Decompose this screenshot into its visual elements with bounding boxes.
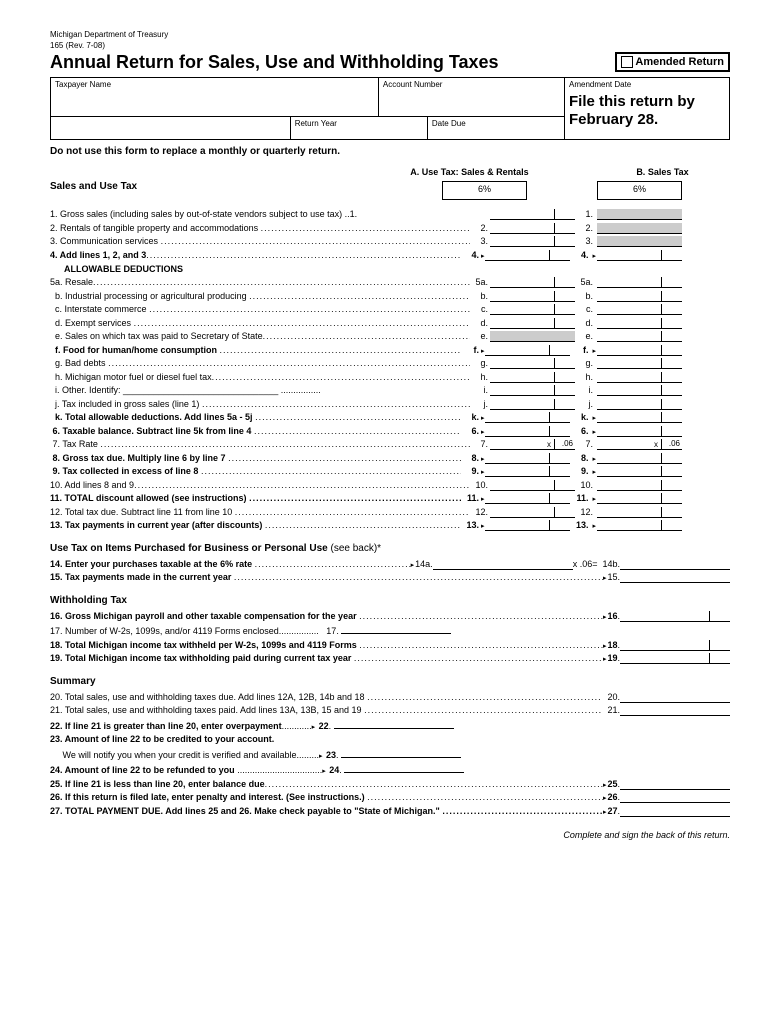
line6-a[interactable] — [485, 426, 570, 437]
line11-a[interactable] — [485, 493, 570, 504]
line11-b[interactable] — [597, 493, 682, 504]
line5a-b[interactable] — [597, 277, 682, 288]
line10-b[interactable] — [597, 480, 682, 491]
amended-checkbox[interactable] — [621, 56, 633, 68]
line5d-a[interactable] — [490, 318, 575, 329]
line5a-a[interactable] — [490, 277, 575, 288]
column-a-header: A. Use Tax: Sales & Rentals — [392, 167, 547, 177]
amended-return-box[interactable]: Amended Return — [615, 52, 730, 72]
line5e-b[interactable] — [597, 331, 682, 342]
line9-b[interactable] — [597, 466, 682, 477]
date-due-field[interactable]: Date Due — [428, 117, 564, 139]
line22[interactable] — [334, 718, 454, 729]
amendment-date-label: Amendment Date — [569, 80, 725, 89]
form-number: 165 (Rev. 7-08) — [50, 41, 730, 50]
line5b-a[interactable] — [490, 291, 575, 302]
line23[interactable] — [341, 747, 461, 758]
file-by-notice: File this return by February 28. — [569, 93, 725, 129]
line9-a[interactable] — [485, 466, 570, 477]
line5g-a[interactable] — [490, 358, 575, 369]
line2-b — [597, 223, 682, 234]
rate-a: 6% — [442, 181, 527, 200]
section-withholding: Withholding Tax — [50, 595, 730, 606]
line1-b — [597, 209, 682, 220]
line7-b: x.06 — [597, 439, 682, 450]
taxpayer-info-grid: Taxpayer Name Account Number Return Year… — [50, 77, 730, 140]
line7-a: x.06 — [490, 439, 575, 450]
line8-a[interactable] — [485, 453, 570, 464]
taxpayer-name-field[interactable]: Taxpayer Name — [51, 78, 379, 116]
line5c-b[interactable] — [597, 304, 682, 315]
line24[interactable] — [344, 762, 464, 773]
section-sales-use: Sales and Use Tax — [50, 181, 442, 192]
line14b[interactable] — [620, 559, 730, 570]
line4-a[interactable] — [485, 250, 570, 261]
line15[interactable] — [620, 572, 730, 583]
section-summary: Summary — [50, 676, 730, 687]
line5e-a — [490, 331, 575, 342]
warning-text: Do not use this form to replace a monthl… — [50, 146, 730, 157]
line5c-a[interactable] — [490, 304, 575, 315]
line5j-b[interactable] — [597, 399, 682, 410]
line5j-a[interactable] — [490, 399, 575, 410]
line4-b[interactable] — [597, 250, 682, 261]
line5k-a[interactable] — [485, 412, 570, 423]
dept-line: Michigan Department of Treasury — [50, 30, 730, 39]
line3-b — [597, 236, 682, 247]
line8-b[interactable] — [597, 453, 682, 464]
line5d-b[interactable] — [597, 318, 682, 329]
line14a[interactable] — [433, 559, 573, 570]
line3-a[interactable] — [490, 236, 575, 247]
line5h-b[interactable] — [597, 372, 682, 383]
line1-a[interactable] — [490, 209, 575, 220]
line13-b[interactable] — [597, 520, 682, 531]
return-year-field[interactable]: Return Year — [291, 117, 428, 139]
line5g-b[interactable] — [597, 358, 682, 369]
line19[interactable] — [620, 653, 730, 664]
line5k-b[interactable] — [597, 412, 682, 423]
line16[interactable] — [620, 611, 730, 622]
section-use-tax-purchases: Use Tax on Items Purchased for Business … — [50, 543, 328, 554]
line26[interactable] — [620, 792, 730, 803]
column-b-header: B. Sales Tax — [595, 167, 730, 177]
line27[interactable] — [620, 806, 730, 817]
line17[interactable] — [341, 623, 451, 634]
line13-a[interactable] — [485, 520, 570, 531]
line5i-a[interactable] — [490, 385, 575, 396]
line12-b[interactable] — [597, 507, 682, 518]
line12-a[interactable] — [490, 507, 575, 518]
line10-a[interactable] — [490, 480, 575, 491]
line5f-b[interactable] — [597, 345, 682, 356]
footer-instruction: Complete and sign the back of this retur… — [50, 830, 730, 840]
account-number-field[interactable]: Account Number — [379, 78, 564, 116]
line20[interactable] — [620, 692, 730, 703]
line2-a[interactable] — [490, 223, 575, 234]
rate-b: 6% — [597, 181, 682, 200]
line5b-b[interactable] — [597, 291, 682, 302]
line21[interactable] — [620, 705, 730, 716]
line5h-a[interactable] — [490, 372, 575, 383]
line5f-a[interactable] — [485, 345, 570, 356]
line5i-b[interactable] — [597, 385, 682, 396]
line25[interactable] — [620, 779, 730, 790]
form-title: Annual Return for Sales, Use and Withhol… — [50, 52, 499, 73]
line18[interactable] — [620, 640, 730, 651]
allowable-deductions-header: ALLOWABLE DEDUCTIONS — [64, 264, 730, 274]
line6-b[interactable] — [597, 426, 682, 437]
